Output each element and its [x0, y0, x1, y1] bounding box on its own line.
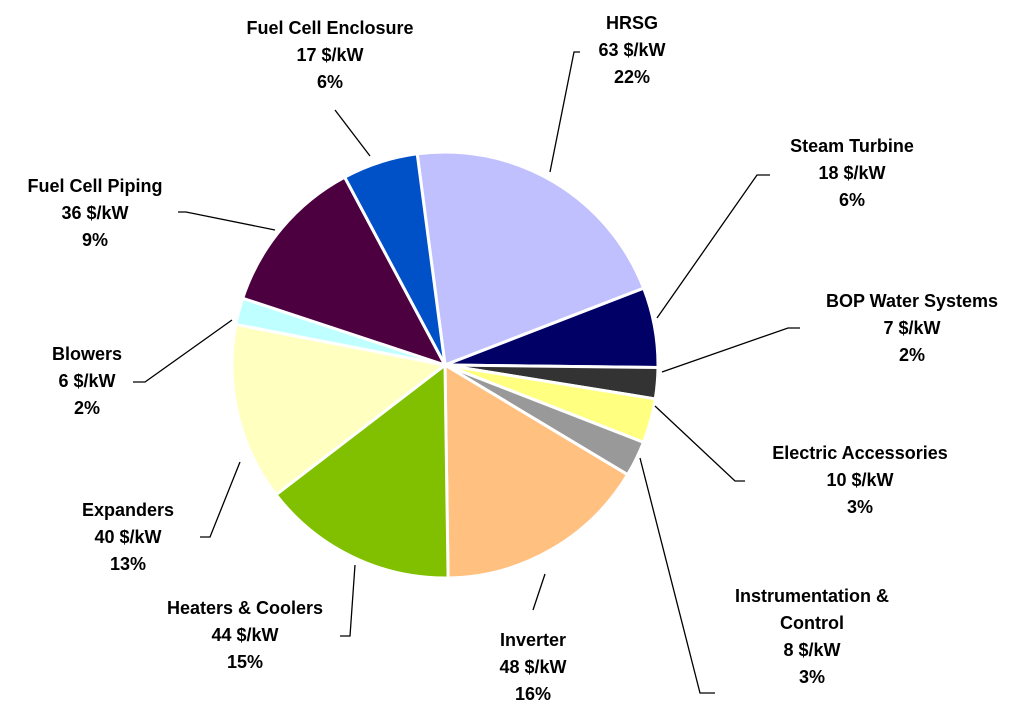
leader-line — [178, 211, 276, 231]
slice-label: Blowers 6 $/kW 2% — [52, 341, 122, 422]
percent-label: 2% — [73, 398, 100, 418]
slice-label: BOP Water Systems 7 $/kW 2% — [826, 288, 998, 369]
pie-slice — [342, 152, 447, 366]
category-label: Heaters & Coolers — [166, 598, 324, 618]
pie-slice — [273, 361, 450, 580]
pie-slice — [230, 322, 449, 497]
category-label: Steam Turbine — [790, 136, 914, 156]
value-label: 18 $/kW — [818, 163, 886, 183]
slice-label: Heaters & Coolers 44 $/kW 15% — [167, 595, 323, 676]
percent-label: 16% — [514, 684, 552, 704]
pie-slice — [415, 150, 646, 368]
leader-line — [661, 327, 800, 373]
category-label: Fuel Cell Enclosure — [246, 18, 414, 38]
leader-line — [656, 174, 770, 319]
value-label: 6 $/kW — [58, 371, 116, 391]
slice-label: Fuel Cell Enclosure 17 $/kW 6% — [246, 15, 413, 96]
category-label: HRSG — [605, 13, 659, 33]
value-label: 48 $/kW — [499, 657, 567, 677]
leader-line — [200, 461, 241, 538]
percent-label: 3% — [798, 667, 825, 687]
leader-line — [334, 109, 371, 157]
percent-label: 15% — [226, 652, 264, 672]
slice-label: Fuel Cell Piping 36 $/kW 9% — [27, 173, 162, 254]
category-label: Blowers — [51, 344, 123, 364]
leader-line — [532, 573, 546, 611]
slice-label: HRSG 63 $/kW 22% — [598, 10, 665, 91]
leader-line — [340, 564, 356, 637]
percent-label: 6% — [316, 72, 344, 92]
slice-label: Inverter 48 $/kW 16% — [499, 627, 566, 708]
value-label: 10 $/kW — [826, 470, 894, 490]
percent-label: 3% — [846, 497, 874, 517]
category-label: Inverter — [499, 630, 567, 650]
value-label: 8 $/kW — [783, 640, 841, 660]
value-label: 40 $/kW — [94, 527, 162, 547]
category-label: BOP Water Systems — [825, 291, 999, 311]
category-label: Expanders — [81, 500, 175, 520]
leader-line — [133, 319, 233, 383]
leader-line — [654, 405, 745, 482]
slice-label: Expanders 40 $/kW 13% — [82, 497, 174, 578]
value-label: 17 $/kW — [296, 45, 364, 65]
slice-label: Steam Turbine 18 $/kW 6% — [790, 133, 914, 214]
percent-label: 2% — [898, 345, 926, 365]
value-label: 44 $/kW — [211, 625, 279, 645]
pie-slice — [240, 175, 449, 368]
value-label: 7 $/kW — [883, 318, 941, 338]
category-label: Electric Accessories — [772, 443, 948, 463]
value-label: 36 $/kW — [61, 203, 129, 223]
percent-label: 22% — [613, 67, 651, 87]
pie-slice — [443, 362, 630, 580]
percent-label: 9% — [81, 230, 109, 250]
category-label: Fuel Cell Piping — [27, 176, 163, 196]
percent-label: 6% — [838, 190, 866, 210]
value-label: 63 $/kW — [598, 40, 666, 60]
leader-line — [639, 457, 715, 694]
category-label: Instrumentation & Control — [734, 586, 889, 633]
leader-line — [549, 51, 580, 173]
slice-label: Instrumentation & Control 8 $/kW 3% — [717, 583, 907, 691]
slice-label: Electric Accessories 10 $/kW 3% — [772, 440, 947, 521]
percent-label: 13% — [109, 554, 147, 574]
